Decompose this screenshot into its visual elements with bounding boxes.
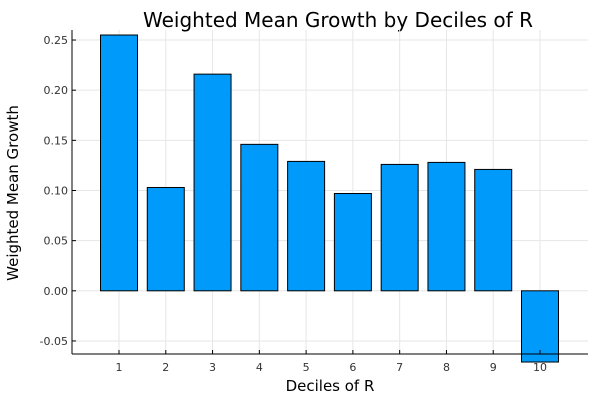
x-tick-label: 5 — [303, 361, 310, 374]
bars — [100, 34, 559, 363]
bar-decile-4 — [240, 143, 279, 292]
y-tick-label: 0.10 — [44, 184, 69, 197]
x-tick-label: 10 — [533, 361, 547, 374]
y-tick-label: 0.20 — [44, 84, 69, 97]
x-axis-label: Deciles of R — [286, 377, 375, 395]
y-tick-label: -0.05 — [40, 335, 68, 348]
bar-decile-8 — [427, 161, 466, 292]
y-tick-label: 0.00 — [44, 285, 69, 298]
x-tick-label: 1 — [116, 361, 123, 374]
x-tick-label: 6 — [349, 361, 356, 374]
bar-decile-3 — [193, 73, 232, 292]
chart-title: Weighted Mean Growth by Deciles of R — [143, 8, 533, 32]
x-tick-label: 3 — [209, 361, 216, 374]
x-tick-label: 9 — [490, 361, 497, 374]
y-axis-label: Weighted Mean Growth — [4, 105, 22, 281]
bar-decile-9 — [474, 168, 513, 292]
bar-decile-2 — [146, 186, 185, 292]
x-tick-label: 8 — [443, 361, 450, 374]
tick-labels: -0.05 0.00 0.05 0.10 0.15 0.20 0.25 1 2 3 4 5 6 7 8 9 10 — [40, 34, 547, 374]
y-tick-label: 0.05 — [44, 235, 69, 248]
bar-decile-5 — [287, 160, 326, 292]
bar-decile-7 — [380, 163, 419, 292]
y-tick-label: 0.25 — [44, 34, 69, 47]
x-tick-label: 7 — [396, 361, 403, 374]
axes — [71, 30, 588, 355]
x-tick-label: 2 — [162, 361, 169, 374]
x-tick-label: 4 — [256, 361, 263, 374]
y-tick-label: 0.15 — [44, 134, 69, 147]
bar-decile-1 — [100, 34, 138, 292]
bar-decile-6 — [333, 193, 372, 292]
